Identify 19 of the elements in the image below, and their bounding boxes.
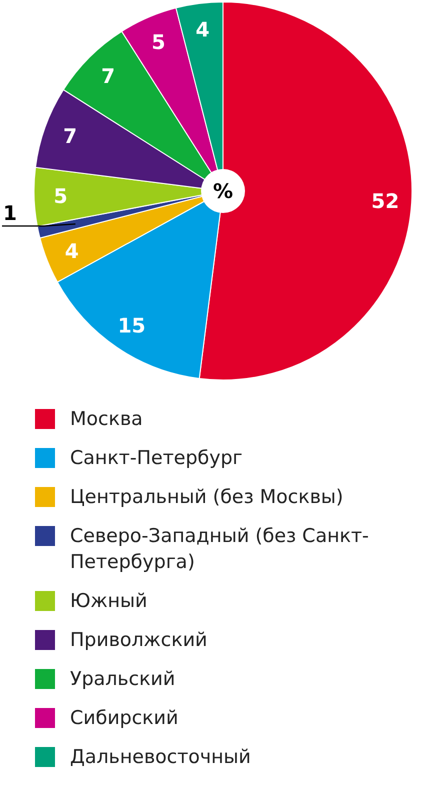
data-label: 1 <box>3 200 17 225</box>
legend-label: Сибирский <box>70 706 178 731</box>
data-label: 15 <box>118 313 146 338</box>
legend-label: Санкт-Петербург <box>70 446 243 471</box>
legend-label: Приволжский <box>70 628 208 653</box>
legend-label: Москва <box>70 407 143 432</box>
legend-label: Уральский <box>70 667 176 692</box>
data-label: 7 <box>63 124 78 148</box>
legend-label: Центральный (без Москвы) <box>70 485 344 510</box>
data-label: 5 <box>54 184 68 208</box>
legend-label: Дальневосточный <box>70 745 251 770</box>
data-label: 52 <box>371 189 400 214</box>
legend-label: Северо-Западный (без Санкт-Петербурга) <box>70 524 370 575</box>
data-label: 4 <box>196 18 210 42</box>
data-label: 4 <box>64 238 79 263</box>
data-label: 5 <box>151 30 166 54</box>
data-label: 7 <box>101 64 116 88</box>
text: % <box>212 179 234 203</box>
legend-label: Южный <box>70 589 148 614</box>
